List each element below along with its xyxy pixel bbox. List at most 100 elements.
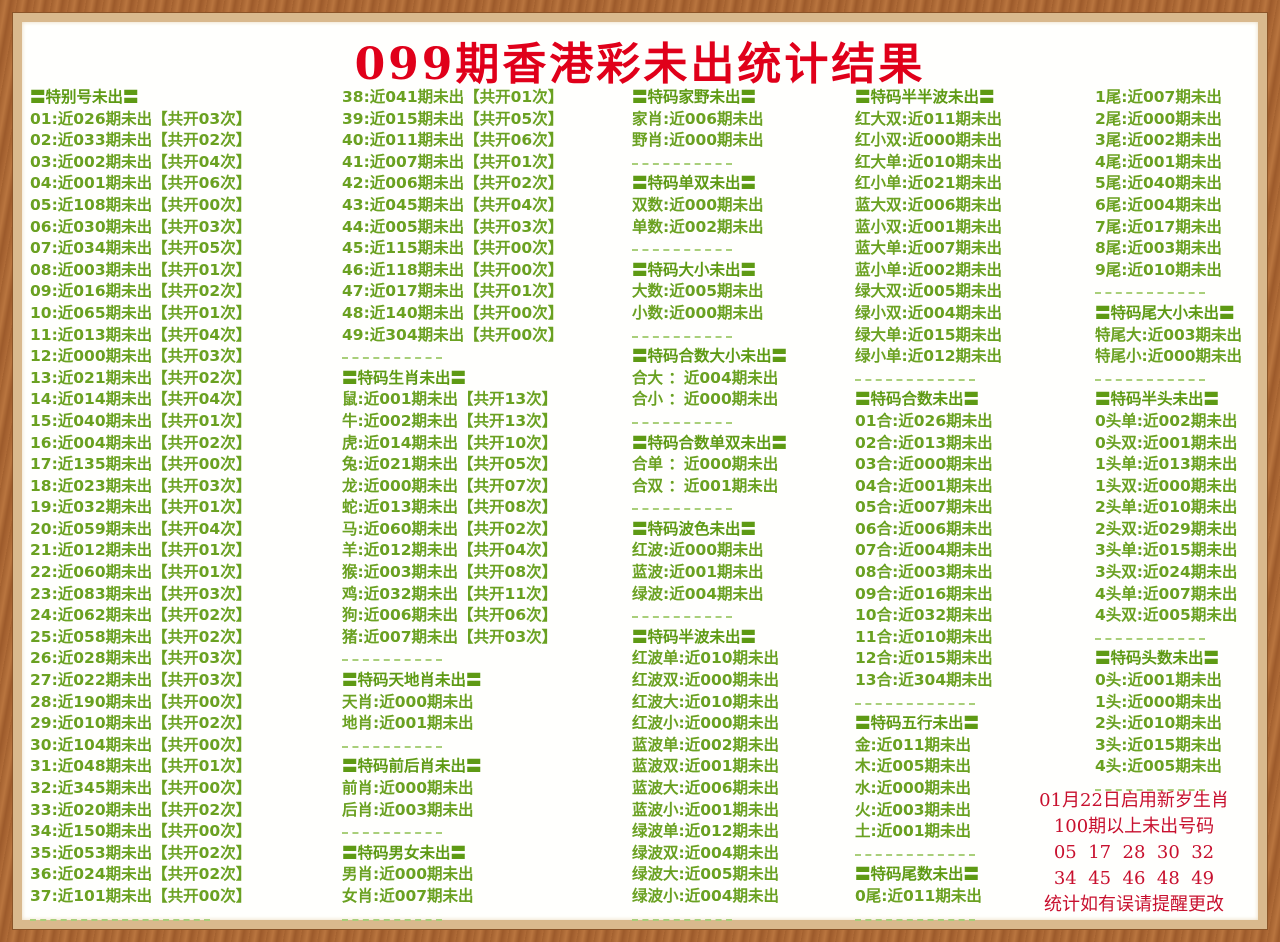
stat-item: 04合:近001期未出 (855, 476, 993, 495)
section-header: 〓特码前后肖未出〓 (342, 757, 482, 776)
stat-item: 31:近048期未出【共开01次】 (30, 757, 252, 776)
stat-item: 小数:近000期未出 (632, 303, 764, 322)
stat-item: 天肖:近000期未出 (342, 692, 474, 711)
stat-item: 25:近058期未出【共开02次】 (30, 627, 252, 646)
stat-item: 羊:近012期未出【共开04次】 (342, 541, 558, 560)
divider (342, 821, 563, 843)
notice-numbers: 05 17 28 30 32 (1053, 842, 1215, 863)
stat-item: 20:近059期未出【共开04次】 (30, 519, 252, 538)
stat-item: 11:近013期未出【共开04次】 (30, 325, 252, 344)
stat-item: 10合:近032期未出 (855, 606, 993, 625)
stats-sheet: 099期香港彩未出统计结果 〓特别号未出〓 01:近026期未出【共开03次】 02… (22, 22, 1258, 921)
stat-item: 虎:近014期未出【共开10次】 (342, 433, 558, 452)
stat-item: 17:近135期未出【共开00次】 (30, 455, 252, 474)
stat-item: 10:近065期未出【共开01次】 (30, 303, 252, 322)
divider (342, 735, 563, 757)
stat-item: 蓝波双:近001期未出 (632, 757, 780, 776)
stat-item: 绿波:近004期未出 (632, 584, 764, 603)
stat-item: 绿波大:近005期未出 (632, 865, 780, 884)
stat-item: 48:近140期未出【共开00次】 (342, 303, 564, 322)
stat-item: 02:近033期未出【共开02次】 (30, 131, 252, 150)
stat-item: 猪:近007期未出【共开03次】 (342, 627, 558, 646)
stat-item: 蓝波:近001期未出 (632, 563, 764, 582)
stat-item: 27:近022期未出【共开03次】 (30, 671, 252, 690)
column-tails-heads: 1尾:近007期未出 2尾:近000期未出 3尾:近002期未出 4尾:近001期未出… (1095, 87, 1242, 800)
stat-item: 09:近016期未出【共开02次】 (30, 282, 252, 301)
stat-item: 红波双:近000期未出 (632, 671, 780, 690)
stat-item: 野肖:近000期未出 (632, 131, 764, 150)
stat-item: 13:近021期未出【共开02次】 (30, 368, 252, 387)
section-header: 〓特码男女未出〓 (342, 843, 467, 862)
stat-item: 1头单:近013期未出 (1095, 455, 1238, 474)
stat-item: 49:近304期未出【共开00次】 (342, 325, 564, 344)
stat-item: 合双 ：近001期未出 (632, 476, 779, 495)
stat-item: 05合:近007期未出 (855, 498, 993, 517)
divider (1095, 281, 1242, 303)
stat-item: 1头:近000期未出 (1095, 692, 1222, 711)
divider (1095, 627, 1242, 649)
divider (632, 238, 787, 260)
stat-item: 3头单:近015期未出 (1095, 541, 1238, 560)
stat-item: 红大双:近011期未出 (855, 109, 1003, 128)
stat-item: 特尾大:近003期未出 (1095, 325, 1243, 344)
stat-item: 39:近015期未出【共开05次】 (342, 109, 564, 128)
divider (1095, 778, 1242, 800)
stat-item: 07:近034期未出【共开05次】 (30, 239, 252, 258)
stat-item: 12:近000期未出【共开03次】 (30, 347, 252, 366)
divider (632, 908, 787, 930)
section-header: 〓特码半半波未出〓 (855, 88, 995, 106)
stat-item: 水:近000期未出 (855, 779, 972, 797)
stat-item: 18:近023期未出【共开03次】 (30, 476, 252, 495)
stat-item: 5尾:近040期未出 (1095, 174, 1222, 193)
divider (632, 325, 787, 347)
stat-item: 红波大:近010期未出 (632, 692, 780, 711)
stat-item: 02合:近013期未出 (855, 433, 993, 452)
stat-item: 03:近002期未出【共开04次】 (30, 152, 252, 171)
section-header: 〓特别号未出〓 (30, 88, 139, 106)
stat-item: 蓝小双:近001期未出 (855, 217, 1003, 236)
stat-item: 45:近115期未出【共开00次】 (342, 239, 564, 258)
stat-item: 04:近001期未出【共开06次】 (30, 174, 252, 193)
stat-item: 土:近001期未出 (855, 822, 972, 841)
section-header: 〓特码家野未出〓 (632, 88, 757, 106)
stat-item: 蓝大单:近007期未出 (855, 239, 1003, 258)
stat-item: 单数:近002期未出 (632, 217, 764, 236)
column-attributes: 〓特码家野未出〓 家肖:近006期未出 野肖:近000期未出 〓特码单双未出〓 双数:近… (632, 87, 787, 929)
stat-item: 蓝小单:近002期未出 (855, 260, 1003, 279)
stat-item: 2头:近010期未出 (1095, 714, 1222, 733)
stat-item: 09合:近016期未出 (855, 584, 993, 603)
section-header: 〓特码合数未出〓 (855, 390, 980, 409)
stat-item: 红小单:近021期未出 (855, 174, 1003, 193)
notice-line: 01月22日启用新岁生肖 (1039, 790, 1229, 811)
stat-item: 0头双:近001期未出 (1095, 433, 1238, 452)
stat-item: 4头单:近007期未出 (1095, 584, 1238, 603)
stat-item: 前肖:近000期未出 (342, 779, 474, 797)
stat-item: 猴:近003期未出【共开08次】 (342, 563, 558, 582)
stat-item: 大数:近005期未出 (632, 282, 764, 301)
stat-item: 47:近017期未出【共开01次】 (342, 282, 564, 301)
notice-box: 01月22日启用新岁生肖 100期以上未出号码 05 17 28 30 32 3… (1010, 788, 1258, 918)
divider (632, 605, 787, 627)
stat-item: 3尾:近002期未出 (1095, 131, 1222, 150)
divider (342, 908, 563, 930)
stat-item: 绿波单:近012期未出 (632, 822, 780, 841)
section-header: 〓特码单双未出〓 (632, 174, 757, 193)
stat-item: 15:近040期未出【共开01次】 (30, 411, 252, 430)
stat-item: 03合:近000期未出 (855, 455, 993, 474)
stat-item: 05:近108期未出【共开00次】 (30, 195, 252, 214)
stat-item: 红波:近000期未出 (632, 541, 764, 560)
stat-item: 蓝波单:近002期未出 (632, 735, 780, 754)
stat-item: 合小 ：近000期未出 (632, 390, 779, 409)
section-header: 〓特码尾数未出〓 (855, 865, 980, 884)
stat-item: 29:近010期未出【共开02次】 (30, 714, 252, 733)
stat-item: 火:近003期未出 (855, 800, 972, 819)
stat-item: 11合:近010期未出 (855, 627, 993, 646)
stat-item: 33:近020期未出【共开02次】 (30, 800, 252, 819)
stat-item: 14:近014期未出【共开04次】 (30, 390, 252, 409)
stat-item: 46:近118期未出【共开00次】 (342, 260, 564, 279)
divider (855, 843, 1002, 865)
stat-item: 32:近345期未出【共开00次】 (30, 779, 252, 797)
stat-item: 绿波小:近004期未出 (632, 886, 780, 905)
stat-item: 4尾:近001期未出 (1095, 152, 1222, 171)
stat-item: 01合:近026期未出 (855, 411, 993, 430)
